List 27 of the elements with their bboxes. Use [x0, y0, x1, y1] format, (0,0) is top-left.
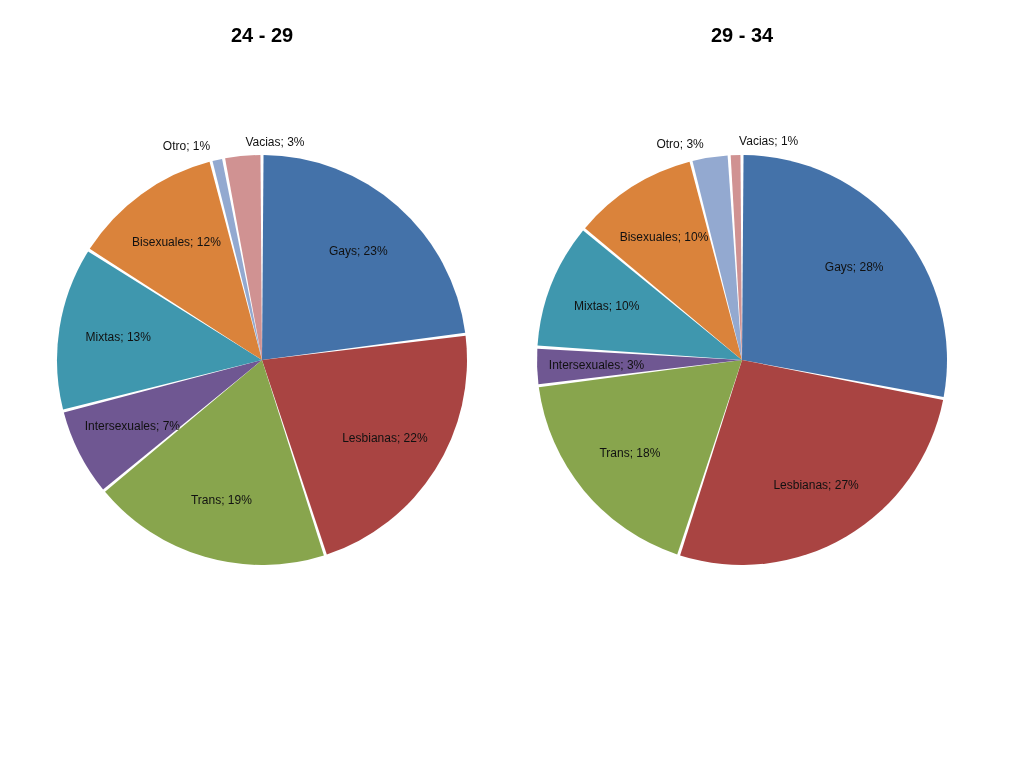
slice-label: Lesbianas; 27% [773, 478, 860, 493]
pie-slice [537, 230, 742, 360]
pie-slice [742, 155, 947, 397]
slice-label: Lesbianas; 22% [342, 430, 428, 445]
slice-label: Vacias; 3% [245, 134, 305, 149]
pie-slice [63, 360, 262, 490]
pie-slice [262, 155, 466, 360]
slice-label: Intersexuales; 3% [548, 357, 645, 372]
slice-label: Otro; 1% [162, 139, 211, 154]
slice-label: Mixtas; 10% [573, 299, 640, 314]
slice-label: Mixtas; 13% [85, 330, 152, 345]
slice-label: Trans; 19% [190, 492, 253, 507]
pie-slice [225, 155, 262, 360]
slice-label: Trans; 18% [599, 445, 661, 460]
slice-label: Bisexuales; 10% [619, 230, 709, 245]
slice-label: Otro; 3% [656, 136, 705, 151]
chart-title: 29 - 34 [710, 24, 775, 46]
slice-label: Bisexuales; 12% [132, 235, 222, 250]
slice-label: Gays; 28% [824, 260, 884, 275]
slice-label: Vacias; 1% [739, 134, 799, 149]
pie-slice [57, 251, 262, 410]
pie-slice [538, 360, 742, 555]
pie-slice [680, 360, 944, 565]
slice-label: Gays; 23% [328, 243, 388, 258]
slice-label: Intersexuales; 7% [84, 419, 181, 434]
chart-title: 24 - 29 [230, 24, 294, 46]
pie-slice [262, 335, 467, 555]
